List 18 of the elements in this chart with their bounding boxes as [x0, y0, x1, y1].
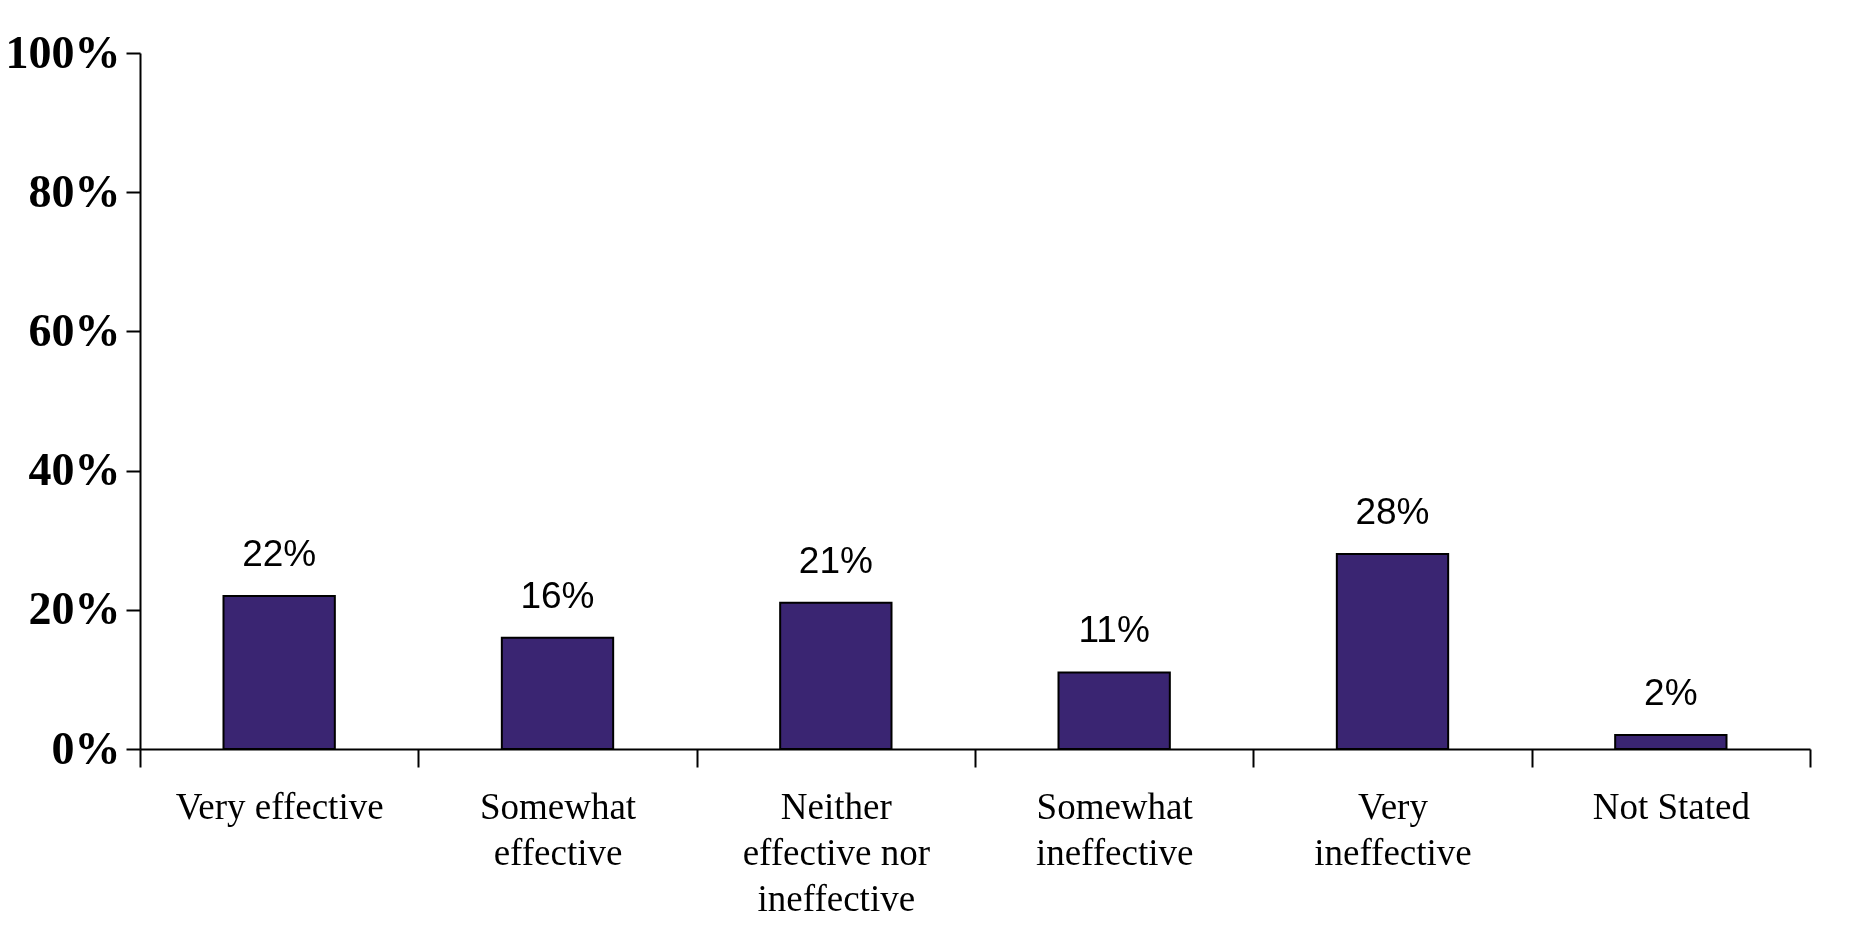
- data-label: 2%: [1644, 672, 1698, 714]
- y-tick-label: 0%: [51, 722, 121, 774]
- x-tick-label: Very effective: [175, 785, 384, 827]
- x-tick-label: Neither effective nor ineffective: [742, 785, 930, 919]
- x-tick-label: Somewhat ineffective: [1035, 785, 1194, 873]
- data-label: 28%: [1355, 491, 1430, 533]
- y-tick-label: 100%: [5, 26, 121, 78]
- data-label: 11%: [1078, 609, 1150, 651]
- data-label: 16%: [520, 574, 595, 616]
- y-tick-label: 40%: [28, 444, 121, 496]
- data-label: 21%: [798, 539, 873, 581]
- y-tick-label: 80%: [28, 165, 121, 217]
- x-tick-label: Somewhat effective: [479, 785, 637, 873]
- y-tick-label: 60%: [28, 304, 121, 356]
- data-label: 22%: [242, 532, 317, 574]
- x-tick-label: Not Stated: [1592, 785, 1751, 827]
- y-tick-label: 20%: [28, 583, 121, 635]
- x-tick-label: Very ineffective: [1314, 785, 1472, 873]
